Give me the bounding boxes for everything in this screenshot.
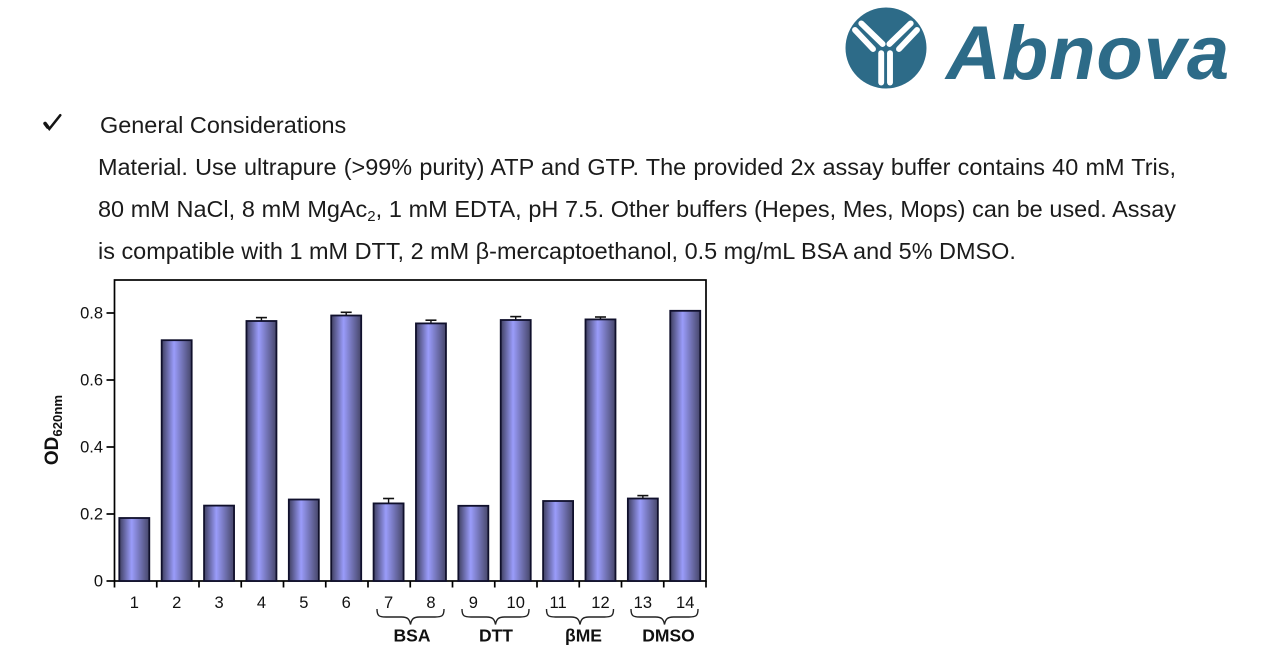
svg-text:11: 11 <box>550 594 567 612</box>
svg-text:DTT: DTT <box>479 626 513 646</box>
svg-text:7: 7 <box>384 594 393 612</box>
svg-text:13: 13 <box>634 594 652 612</box>
svg-text:0.4: 0.4 <box>80 439 103 457</box>
svg-text:βME: βME <box>565 626 602 646</box>
svg-text:8: 8 <box>426 594 435 612</box>
svg-text:3: 3 <box>214 594 223 612</box>
svg-text:14: 14 <box>676 594 694 612</box>
svg-text:2: 2 <box>172 594 181 612</box>
svg-text:10: 10 <box>507 594 525 612</box>
svg-text:Abnova: Abnova <box>944 11 1230 96</box>
svg-text:BSA: BSA <box>394 626 431 646</box>
svg-text:0: 0 <box>94 573 103 591</box>
svg-text:6: 6 <box>342 594 351 612</box>
svg-text:9: 9 <box>469 594 478 612</box>
svg-text:5: 5 <box>299 594 308 612</box>
svg-text:DMSO: DMSO <box>642 626 695 646</box>
svg-text:12: 12 <box>591 594 609 612</box>
svg-text:OD620nm: OD620nm <box>42 395 65 465</box>
svg-text:0.2: 0.2 <box>80 506 103 524</box>
svg-text:0.8: 0.8 <box>80 305 103 323</box>
svg-text:4: 4 <box>257 594 266 612</box>
svg-text:0.6: 0.6 <box>80 372 103 390</box>
svg-text:1: 1 <box>130 594 139 612</box>
